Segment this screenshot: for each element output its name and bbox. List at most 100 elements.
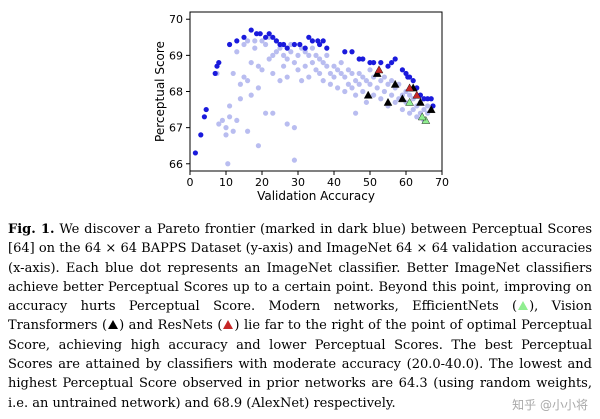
classifier-point [378,96,384,102]
classifier-point [230,70,236,77]
classifier-point [284,74,290,80]
classifier-point [252,38,258,44]
resnet-point [405,83,414,92]
y-tick-label: 67 [169,122,183,135]
classifier-point [324,63,330,69]
classifier-point [324,52,330,58]
pareto-point [302,45,308,51]
plot-area: 0 10 20 30 40 50 60 70 66 67 68 69 70 Validation Accu… [153,11,449,203]
resnet-triangle-icon [223,320,234,330]
pareto-point [407,74,413,80]
classifier-point [378,78,384,84]
pareto-point [421,96,427,102]
y-axis-label: Perceptual Score [153,41,167,142]
classifier-point [356,81,362,87]
vit-point [398,94,407,103]
caption-text-2: ), Vision Transformers ( [8,299,593,334]
scatter-chart: 0 10 20 30 40 50 60 70 66 67 68 69 70 Validation Accu… [153,11,449,203]
y-tick-label: 66 [169,158,183,171]
x-tick-label: 50 [363,176,377,189]
classifier-point [367,81,373,87]
classifier-point [353,110,359,116]
efficientnet-point [417,112,427,121]
classifier-point [248,92,254,98]
classifier-point [399,106,405,113]
classifier-point [245,78,251,84]
pareto-point [201,114,207,120]
vit-point [390,79,400,88]
classifier-point [353,92,359,98]
pareto-point [263,34,269,40]
pareto-point [297,41,303,48]
classifier-point [349,70,355,77]
x-axis-label: Validation Accuracy [257,189,375,203]
vit-point [416,97,425,106]
classifier-point [414,114,420,120]
classifier-point [227,114,233,120]
classifier-point [349,85,355,91]
classifier-point [320,78,326,84]
classifier-point [255,85,261,91]
classifier-point [299,78,305,84]
pareto-point [284,45,290,51]
classifier-point [392,99,398,105]
pareto-point [371,59,377,66]
pareto-point [270,34,276,40]
classifier-point [381,74,387,80]
classifier-point [295,52,301,58]
resnet-point [412,90,422,99]
resnet-point [374,65,384,74]
classifier-point [295,67,301,73]
classifier-point [342,88,348,95]
classifier-point [302,63,308,69]
caption-text-4: ) lie far to the right of the point of o… [8,318,592,411]
classifier-point [374,85,380,91]
classifier-point [245,128,251,134]
pareto-point [399,67,405,73]
classifier-point [317,56,323,62]
classifier-point [216,121,222,127]
classifier-point [363,78,369,84]
classifier-point [353,78,359,84]
classifier-point [281,52,287,58]
pareto-point [349,49,355,55]
efficientnet-point [405,97,414,106]
classifier-point [277,78,283,84]
classifier-point [335,85,341,91]
pareto-point [227,41,233,48]
classifier-point [270,70,276,77]
classifier-point [360,74,366,80]
classifier-point [263,110,269,116]
classifier-point [270,110,276,116]
x-tick-label: 0 [187,176,194,189]
classifier-point [230,128,236,134]
pareto-point [317,41,323,48]
x-tick-label: 60 [399,176,413,189]
caption-text-3: ) and ResNets ( [119,318,223,334]
classifier-point [259,67,265,73]
classifier-point [356,70,362,77]
pareto-point [392,56,398,62]
classifier-point [309,59,315,66]
pareto-point [291,41,297,48]
classifier-point [227,103,233,109]
pareto-point [360,56,366,62]
classifier-point [327,70,333,77]
classifier-point [223,125,229,131]
classifier-point [407,110,413,116]
pareto-point [306,34,312,40]
classifier-point [277,45,283,51]
classifier-point [335,67,341,73]
pareto-point [425,96,431,102]
classifier-point [255,143,261,149]
pareto-point [378,59,384,66]
classifier-point [385,81,391,87]
x-tick-label: 10 [219,176,233,189]
classifier-point [389,78,395,84]
pareto-point [342,49,348,55]
classifier-point [381,88,387,95]
vit-point [363,90,373,99]
classifier-point [255,63,261,69]
pareto-point [309,38,315,44]
classifier-point [225,161,231,167]
